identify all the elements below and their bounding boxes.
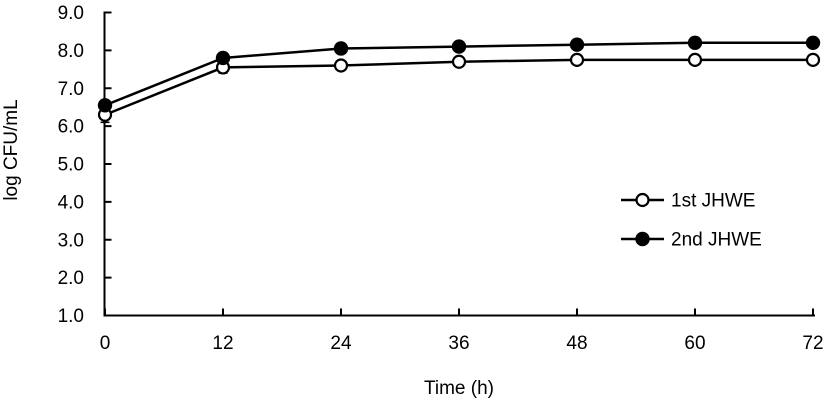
y-tick-label: 6.0 — [58, 117, 84, 138]
x-tick-label: 36 — [448, 333, 469, 354]
y-axis-title: log CFU/mL — [1, 99, 22, 200]
y-tick-label: 1.0 — [58, 306, 84, 327]
legend-item-1st-jhwe: 1st JHWE — [621, 191, 755, 212]
axes-layer: 9.0 8.0 7.0 6.0 5.0 4.0 3.0 2.0 1.0 0 12 24 36 48 60 72 — [58, 3, 824, 354]
x-tick-label: 24 — [330, 333, 352, 354]
data-point-open-circle — [569, 52, 585, 67]
legend-open-circle-icon — [635, 192, 650, 208]
data-point-filled-circle — [215, 50, 231, 66]
y-tick-label: 5.0 — [58, 155, 84, 176]
y-tick-label: 3.0 — [58, 230, 84, 251]
x-tick-label: 12 — [212, 333, 233, 354]
data-point-filled-circle — [97, 98, 113, 113]
y-tick-label: 7.0 — [58, 79, 84, 100]
x-tick-label: 60 — [684, 333, 705, 354]
y-tick-label: 2.0 — [58, 268, 84, 289]
legend: 1st JHWE 2nd JHWE — [621, 191, 762, 251]
legend-label-2nd-jhwe: 2nd JHWE — [671, 230, 762, 251]
data-point-filled-circle — [451, 39, 467, 54]
data-point-filled-circle — [333, 41, 349, 56]
data-point-open-circle — [687, 52, 703, 67]
x-tick-label: 48 — [566, 333, 587, 354]
legend-filled-circle-icon — [635, 231, 650, 247]
legend-label-1st-jhwe: 1st JHWE — [671, 191, 755, 212]
data-point-open-circle — [451, 54, 467, 69]
data-point-open-circle — [805, 52, 821, 67]
data-point-filled-circle — [687, 35, 703, 50]
series-layer — [97, 35, 821, 124]
y-tick-label: 4.0 — [58, 192, 84, 213]
data-point-filled-circle — [569, 37, 585, 52]
data-point-filled-circle — [805, 35, 821, 50]
x-tick-label: 0 — [100, 333, 111, 354]
x-tick-label: 72 — [802, 333, 823, 354]
legend-item-2nd-jhwe: 2nd JHWE — [621, 230, 762, 251]
x-axis-title: Time (h) — [424, 378, 494, 399]
y-tick-label: 9.0 — [58, 3, 84, 24]
y-tick-label: 8.0 — [58, 41, 84, 62]
data-point-open-circle — [333, 58, 349, 73]
